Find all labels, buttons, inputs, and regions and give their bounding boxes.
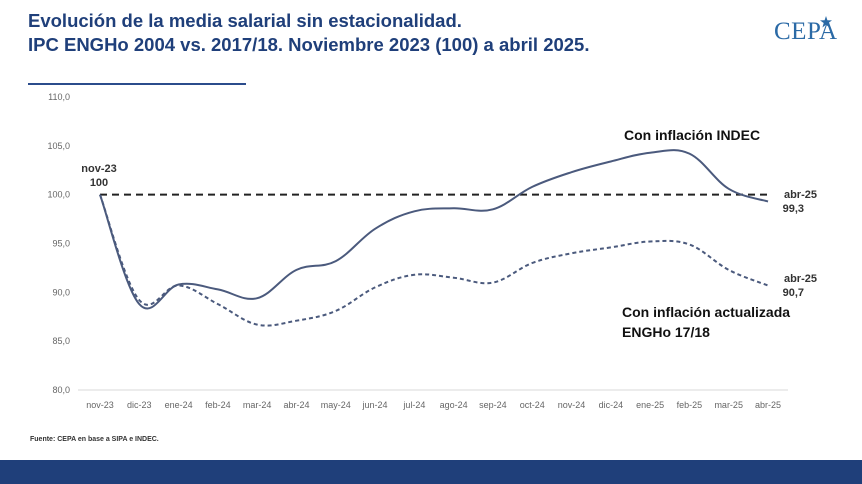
end-value-engho: 90,7 (783, 287, 804, 299)
x-tick-label: sep-24 (479, 400, 507, 410)
footer-band (0, 460, 862, 484)
x-tick-label: abr-24 (283, 400, 309, 410)
start-point-label: nov-23 (81, 163, 116, 175)
x-tick-label: nov-24 (558, 400, 586, 410)
x-tick-label: ene-24 (165, 400, 193, 410)
x-tick-label: oct-24 (520, 400, 545, 410)
x-tick-label: dic-23 (127, 400, 152, 410)
x-tick-label: dic-24 (599, 400, 624, 410)
end-label-indec: abr-25 (784, 189, 817, 201)
chart-title-line-1: Evolución de la media salarial sin estac… (28, 10, 462, 31)
x-tick-label: jun-24 (362, 400, 388, 410)
logo-star-icon (820, 16, 832, 28)
y-tick-label: 100,0 (47, 190, 70, 200)
start-point-value: 100 (90, 177, 108, 189)
x-tick-label: ene-25 (636, 400, 664, 410)
x-tick-label: nov-23 (86, 400, 114, 410)
x-tick-label: mar-24 (243, 400, 272, 410)
end-value-indec: 99,3 (783, 203, 804, 215)
y-tick-label: 85,0 (52, 336, 70, 346)
series-line-indec (99, 149, 769, 310)
x-tick-label: may-24 (321, 400, 351, 410)
source-note: Fuente: CEPA en base a SIPA e INDEC. (30, 436, 159, 443)
x-tick-label: feb-25 (677, 400, 703, 410)
legend-label-indec: Con inflación INDEC (624, 127, 760, 143)
chart-title-line-2: IPC ENGHo 2004 vs. 2017/18. Noviembre 20… (28, 34, 590, 55)
title-underline (28, 83, 246, 85)
end-label-engho: abr-25 (784, 273, 817, 285)
series-line-engho (99, 194, 769, 327)
y-tick-label: 80,0 (52, 385, 70, 395)
x-tick-label: mar-25 (714, 400, 743, 410)
y-tick-label: 90,0 (52, 287, 70, 297)
y-tick-label: 95,0 (52, 239, 70, 249)
y-tick-label: 105,0 (47, 141, 70, 151)
legend-label-engho-line-1: Con inflación actualizada (622, 304, 790, 320)
y-tick-label: 110,0 (48, 92, 70, 102)
chart-title: Evolución de la media salarial sin estac… (28, 9, 748, 57)
x-tick-label: jul-24 (402, 400, 425, 410)
x-tick-label: ago-24 (440, 400, 468, 410)
x-tick-label: feb-24 (205, 400, 231, 410)
x-tick-label: abr-25 (755, 400, 781, 410)
legend-label-engho-line-2: ENGHo 17/18 (622, 324, 710, 340)
